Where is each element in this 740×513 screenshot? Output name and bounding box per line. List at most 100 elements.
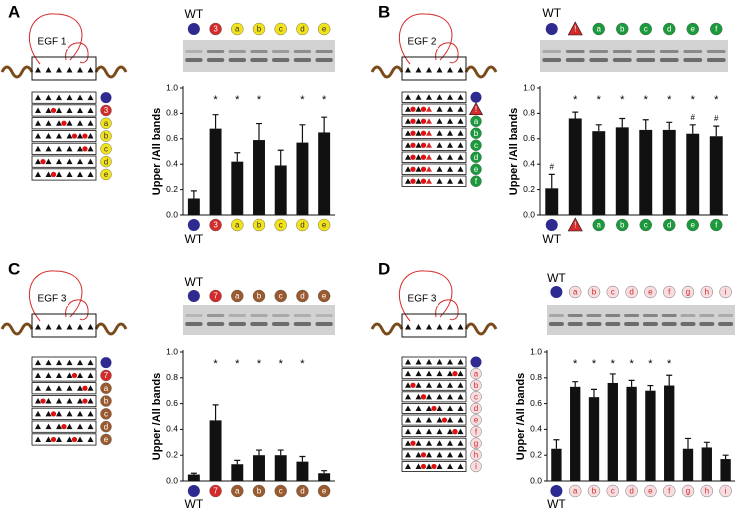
error-bar: [647, 384, 654, 391]
category-badge: [100, 382, 112, 394]
significance-star: *: [629, 358, 634, 370]
category-badge: [468, 102, 484, 116]
triangle-icon: [457, 393, 464, 400]
error-bar: [299, 124, 306, 143]
triangle-icon: [87, 145, 94, 152]
triangle-icon: [87, 94, 94, 101]
category-badge: [616, 218, 629, 232]
category-badge: [100, 143, 112, 155]
category-label: g: [686, 487, 690, 496]
gel-image: [547, 305, 735, 335]
category-badge: [274, 22, 287, 36]
triangle-icon: [457, 417, 464, 423]
triangle-icon: [447, 142, 453, 148]
significance-star: *: [648, 358, 653, 370]
triangle-icon: [457, 154, 464, 160]
gel-image: [183, 40, 335, 72]
category-label: b: [257, 292, 262, 301]
bar: [701, 447, 712, 481]
error-bar: [572, 111, 579, 119]
error-bar: [642, 119, 649, 130]
category-label: b: [474, 129, 479, 138]
bar: [253, 140, 265, 215]
category-badge: [700, 484, 713, 498]
mutation-dot: [420, 118, 427, 124]
category-badge: [663, 484, 676, 498]
bar: [615, 127, 629, 215]
category-label: f: [668, 487, 671, 496]
gel-band: [185, 322, 203, 326]
gel-band: [228, 314, 246, 317]
gel-band: [612, 58, 632, 62]
triangle-icon: [436, 106, 443, 112]
variant-row: [401, 368, 467, 380]
gel-band: [272, 58, 290, 62]
category-label: f: [715, 221, 718, 230]
error-bar: [256, 449, 262, 456]
y-tick-label: 0.0: [530, 475, 542, 485]
variant-row: [31, 433, 97, 446]
triangle-icon: [436, 130, 443, 136]
variant-row: [401, 163, 467, 175]
variant-row: [401, 103, 467, 115]
category-badge: [686, 218, 699, 232]
category-label: h: [705, 288, 709, 297]
category-label: d: [300, 25, 304, 34]
triangle-icon: [56, 385, 62, 391]
category-label: a: [235, 292, 240, 301]
category-label: 3: [104, 106, 109, 115]
y-tick-label: 0.8: [166, 108, 178, 118]
triangle-icon: [457, 324, 464, 330]
triangle-icon: [415, 463, 422, 469]
significance-star: *: [691, 94, 696, 106]
triangle-icon: [35, 324, 41, 330]
category-badge: [100, 408, 112, 420]
domain-box: [31, 313, 97, 338]
gel-band: [605, 322, 621, 326]
gel-band: [659, 50, 679, 53]
significance-star: *: [213, 94, 218, 106]
gel-wt-label: WT: [185, 7, 204, 21]
error-bar: [190, 190, 197, 199]
variant-row: [401, 379, 467, 391]
gel-band: [706, 58, 726, 62]
bar: [645, 390, 656, 481]
triangle-icon: [87, 67, 94, 73]
y-tick-label: 1.0: [530, 346, 542, 356]
domain-label: EGF 3: [38, 294, 67, 305]
triangle-icon: [45, 171, 52, 177]
category-badge: [252, 218, 266, 232]
gel-band: [567, 322, 583, 326]
triangle-icon: [457, 463, 464, 469]
category-label: d: [300, 221, 304, 230]
gel-band: [206, 50, 225, 53]
category-label: c: [644, 221, 648, 230]
significance-hash: #: [550, 162, 555, 171]
gel-band: [185, 314, 203, 317]
triangle-icon: [405, 463, 411, 469]
triangle-icon: [426, 106, 432, 112]
y-tick-label: 0.4: [530, 424, 542, 434]
gel-band: [680, 314, 696, 317]
category-badge: [100, 369, 112, 382]
category-badge: [470, 367, 482, 380]
triangle-icon: [87, 436, 94, 442]
category-badge: [296, 218, 309, 232]
bar: [568, 118, 582, 215]
category-label: e: [691, 25, 696, 34]
triangle-icon: [56, 398, 62, 404]
triangle-icon: [35, 436, 41, 442]
triangle-icon: [56, 67, 62, 73]
category-badge: [317, 289, 331, 303]
bar: [318, 473, 331, 481]
triangle-icon: [56, 410, 62, 417]
gel-band: [624, 314, 640, 317]
bar: [296, 461, 309, 481]
y-tick-label: 0.4: [166, 424, 178, 434]
error-bar: [595, 124, 602, 132]
domain-box: [31, 56, 97, 81]
category-badge: [470, 414, 482, 426]
triangle-icon: [457, 106, 464, 112]
